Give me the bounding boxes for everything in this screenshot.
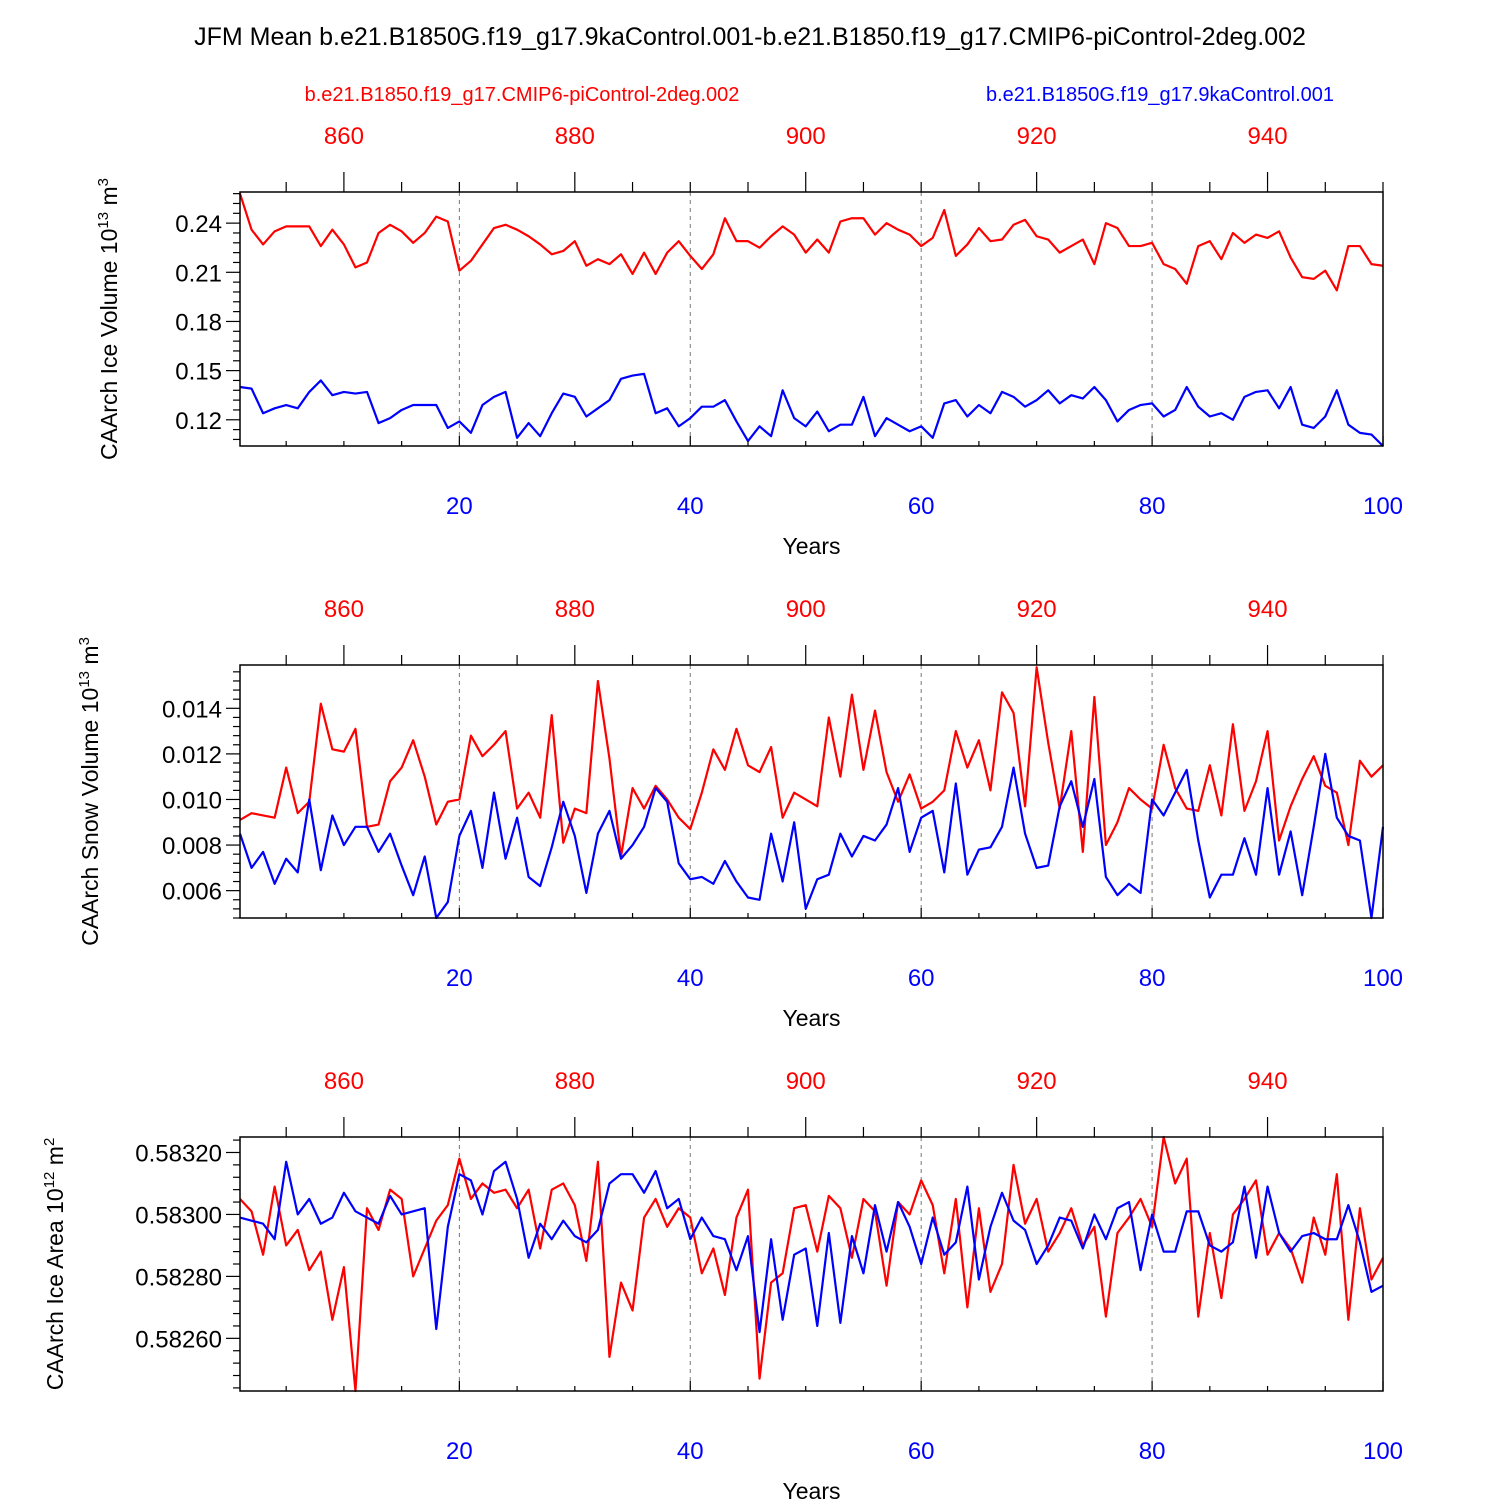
y-axis-label: CAArch Snow Volume 1013 m3 <box>76 637 103 946</box>
top-x-tick-label: 940 <box>1248 596 1288 623</box>
plot-frame <box>239 191 1384 447</box>
y-tick-label: 0.58320 <box>135 1140 222 1167</box>
top-x-tick-label: 900 <box>786 1068 826 1095</box>
x-tick-label: 80 <box>1139 965 1166 992</box>
blue-series-line <box>238 752 1385 920</box>
x-tick-label: 80 <box>1139 493 1166 520</box>
top-x-tick-label: 920 <box>1017 1068 1057 1095</box>
x-tick-label: 80 <box>1139 1438 1166 1465</box>
top-x-tick-label: 940 <box>1248 1068 1288 1095</box>
x-tick-label: 40 <box>677 965 704 992</box>
top-x-tick-label: 920 <box>1017 596 1057 623</box>
red-series-line <box>239 666 1384 858</box>
x-axis-label: Years <box>783 533 841 559</box>
x-tick-label: 20 <box>446 493 473 520</box>
y-tick-label: 0.58260 <box>135 1326 222 1353</box>
y-tick-label: 0.24 <box>175 211 222 238</box>
y-tick-label: 0.014 <box>162 696 222 723</box>
panel-1: 0.12 0.15 0.18 0.21 0.24 20 40 60 80 100 860 880 900… <box>95 123 1403 559</box>
legend-blue-label: b.e21.B1850G.f19_g17.9kaControl.001 <box>986 84 1334 106</box>
x-tick-label: 60 <box>908 1438 935 1465</box>
plot-frame <box>239 664 1384 919</box>
panel-2: 0.006 0.008 0.010 0.012 0.014 20 40 60 80 100 860 8… <box>76 596 1403 1031</box>
y-tick-label: 0.58300 <box>135 1202 222 1229</box>
top-x-tick-label: 880 <box>555 1068 595 1095</box>
top-x-tick-label: 880 <box>555 596 595 623</box>
x-tick-label: 60 <box>908 965 935 992</box>
y-tick-label: 0.008 <box>162 833 222 860</box>
x-tick-label: 20 <box>446 965 473 992</box>
red-series-line <box>239 1135 1384 1393</box>
x-tick-label: 40 <box>677 493 704 520</box>
x-axis-label: Years <box>783 1478 841 1500</box>
panel-3: 0.58260 0.58280 0.58300 0.58320 20 40 60 80 100 8… <box>41 1068 1403 1500</box>
top-x-tick-label: 900 <box>786 596 826 623</box>
panels: 0.12 0.15 0.18 0.21 0.24 20 40 60 80 100 860 880 900… <box>41 123 1403 1500</box>
legend-red-label: b.e21.B1850.f19_g17.CMIP6-piControl-2deg… <box>305 84 740 106</box>
x-tick-label: 60 <box>908 493 935 520</box>
top-x-tick-label: 900 <box>786 123 826 150</box>
blue-series-line <box>239 1160 1384 1334</box>
red-series-line <box>238 193 1384 292</box>
x-tick-label: 20 <box>446 1438 473 1465</box>
x-tick-label: 100 <box>1363 493 1403 520</box>
y-tick-label: 0.006 <box>162 879 222 906</box>
x-axis-label: Years <box>783 1005 841 1031</box>
top-x-tick-label: 940 <box>1248 123 1288 150</box>
top-x-tick-label: 880 <box>555 123 595 150</box>
y-axis-label: CAArch Ice Volume 1013 m3 <box>95 178 122 460</box>
y-tick-label: 0.012 <box>162 742 222 769</box>
x-tick-label: 100 <box>1363 1438 1403 1465</box>
y-tick-label: 0.58280 <box>135 1264 222 1291</box>
y-tick-label: 0.010 <box>162 787 222 814</box>
y-axis-label: CAArch Ice Area 1012 m2 <box>41 1138 68 1391</box>
y-tick-label: 0.18 <box>175 309 222 336</box>
y-tick-label: 0.21 <box>175 260 222 287</box>
top-x-tick-label: 860 <box>324 123 364 150</box>
x-tick-label: 100 <box>1363 965 1403 992</box>
top-x-tick-label: 920 <box>1017 123 1057 150</box>
top-x-tick-label: 860 <box>324 596 364 623</box>
y-tick-label: 0.15 <box>175 359 222 386</box>
figure-title: JFM Mean b.e21.B1850G.f19_g17.9kaControl… <box>194 23 1306 51</box>
x-tick-label: 40 <box>677 1438 704 1465</box>
top-x-tick-label: 860 <box>324 1068 364 1095</box>
y-tick-label: 0.12 <box>175 408 222 435</box>
blue-series-line <box>239 372 1384 447</box>
